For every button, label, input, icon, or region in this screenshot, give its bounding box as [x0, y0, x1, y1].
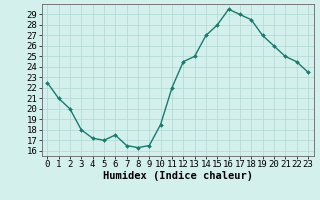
X-axis label: Humidex (Indice chaleur): Humidex (Indice chaleur): [103, 171, 252, 181]
